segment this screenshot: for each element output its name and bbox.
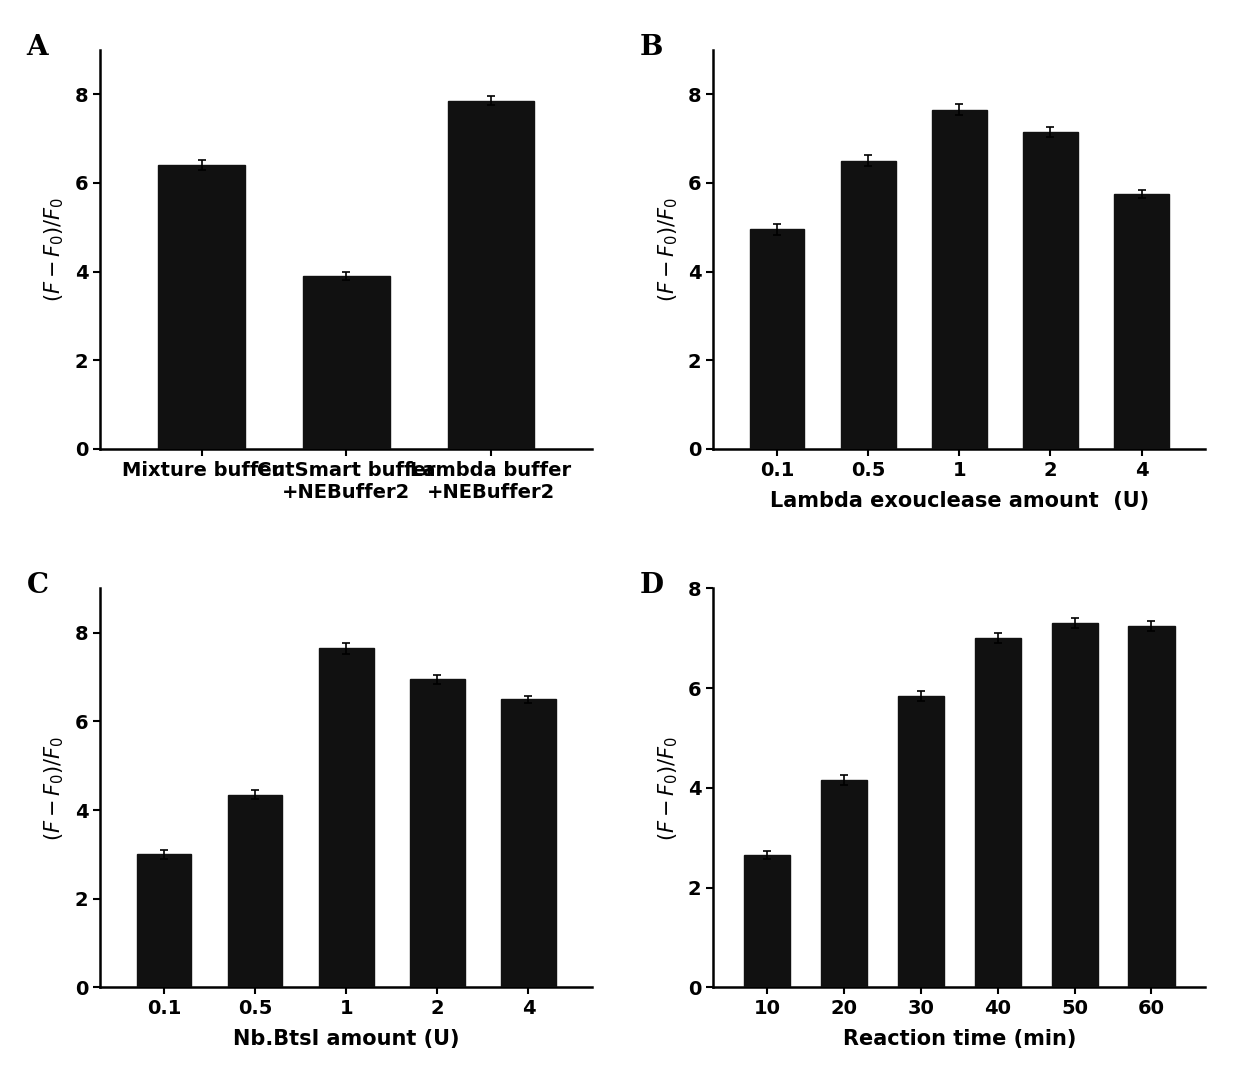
Bar bbox=[821, 780, 867, 988]
Y-axis label: $(F-F_0)/F_0$: $(F-F_0)/F_0$ bbox=[656, 735, 680, 840]
Bar bbox=[932, 109, 987, 449]
Bar bbox=[136, 854, 191, 988]
Bar bbox=[841, 160, 895, 449]
Y-axis label: $(F-F_0)/F_0$: $(F-F_0)/F_0$ bbox=[43, 196, 67, 302]
Bar bbox=[1115, 194, 1169, 449]
Bar bbox=[303, 276, 389, 449]
Bar bbox=[410, 680, 465, 988]
Bar bbox=[448, 101, 534, 449]
Text: D: D bbox=[640, 572, 663, 599]
Text: C: C bbox=[26, 572, 48, 599]
Bar bbox=[975, 638, 1021, 988]
X-axis label: Reaction time (min): Reaction time (min) bbox=[843, 1030, 1076, 1049]
Bar bbox=[1023, 132, 1078, 449]
Y-axis label: $(F-F_0)/F_0$: $(F-F_0)/F_0$ bbox=[656, 196, 680, 302]
X-axis label: Nb.BtsI amount (U): Nb.BtsI amount (U) bbox=[233, 1030, 460, 1049]
Text: B: B bbox=[640, 34, 663, 61]
Bar bbox=[744, 855, 790, 988]
Bar bbox=[898, 696, 944, 988]
Y-axis label: $(F-F_0)/F_0$: $(F-F_0)/F_0$ bbox=[43, 735, 67, 840]
Bar bbox=[228, 795, 283, 988]
Bar bbox=[1052, 623, 1097, 988]
Text: A: A bbox=[26, 34, 48, 61]
Bar bbox=[501, 699, 556, 988]
Bar bbox=[1128, 625, 1174, 988]
Bar bbox=[750, 230, 805, 449]
Bar bbox=[319, 648, 373, 988]
X-axis label: Lambda exouclease amount  (U): Lambda exouclease amount (U) bbox=[770, 491, 1148, 511]
Bar bbox=[159, 165, 246, 449]
